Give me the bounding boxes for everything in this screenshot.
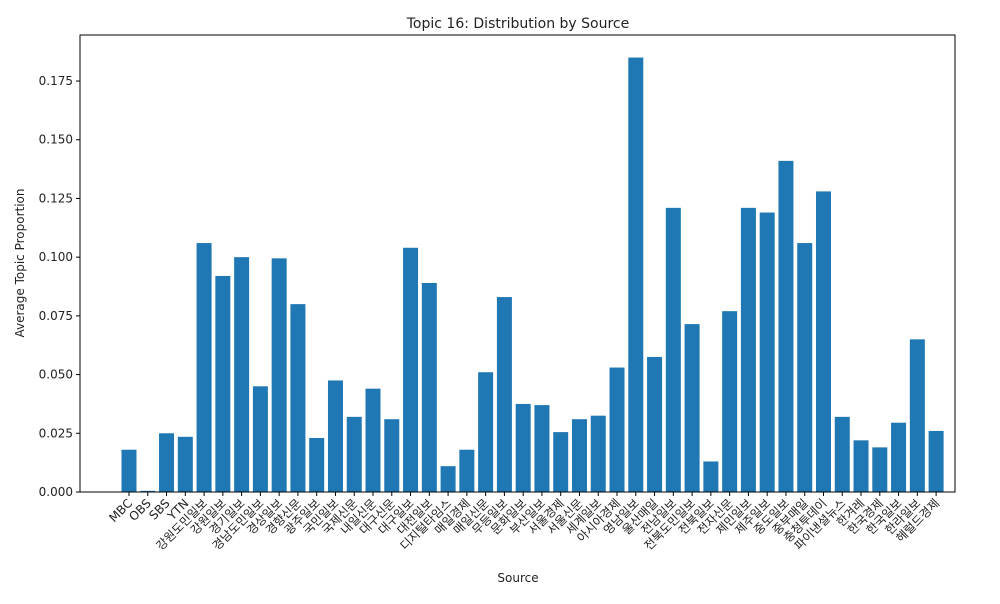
y-tick-label: 0.100 [39, 250, 73, 264]
bar [271, 258, 287, 492]
bar [365, 388, 381, 492]
bar [815, 191, 831, 492]
y-tick-label: 0.025 [39, 426, 73, 440]
bar [834, 416, 850, 492]
bar [872, 447, 888, 492]
bar [628, 57, 644, 492]
bar [759, 212, 775, 493]
plot-frame [79, 34, 956, 493]
chart-title: Topic 16: Distribution by Source [406, 16, 629, 32]
bar [159, 433, 175, 492]
y-axis-label: Average Topic Proportion [13, 188, 27, 337]
bar [609, 367, 625, 492]
bar [909, 339, 925, 492]
y-tick-label: 0.150 [39, 133, 73, 147]
bar [534, 405, 550, 492]
y-tick-label: 0.075 [39, 309, 73, 323]
bar [234, 257, 250, 492]
bar [515, 403, 531, 492]
bar [478, 372, 494, 492]
bar [684, 324, 700, 492]
bar [309, 437, 325, 492]
bar [140, 490, 156, 492]
bar [590, 415, 606, 492]
bar [891, 422, 907, 492]
bar [703, 461, 719, 492]
y-tick-label: 0.000 [39, 485, 73, 499]
bar [553, 432, 569, 492]
y-tick-label: 0.175 [39, 74, 73, 88]
bar [290, 304, 306, 492]
bar [722, 311, 738, 492]
bar [121, 449, 137, 492]
bar [571, 419, 587, 492]
bar [797, 243, 813, 492]
bar [440, 466, 456, 492]
bar [665, 207, 681, 492]
bar [215, 275, 231, 492]
bar [496, 297, 512, 492]
bar [853, 440, 869, 492]
bar [346, 416, 362, 492]
y-tick-label: 0.125 [39, 191, 73, 205]
bar [647, 356, 663, 492]
bar [384, 419, 400, 492]
bar [327, 380, 343, 492]
x-axis-label: Source [497, 571, 538, 585]
bar [928, 430, 944, 492]
bar [177, 436, 193, 492]
bar [778, 160, 794, 492]
bar [740, 207, 756, 492]
bar [196, 243, 212, 492]
bar [403, 247, 419, 492]
bar [252, 386, 268, 492]
bar [421, 282, 437, 492]
y-tick-label: 0.050 [39, 368, 73, 382]
bar [459, 449, 475, 492]
